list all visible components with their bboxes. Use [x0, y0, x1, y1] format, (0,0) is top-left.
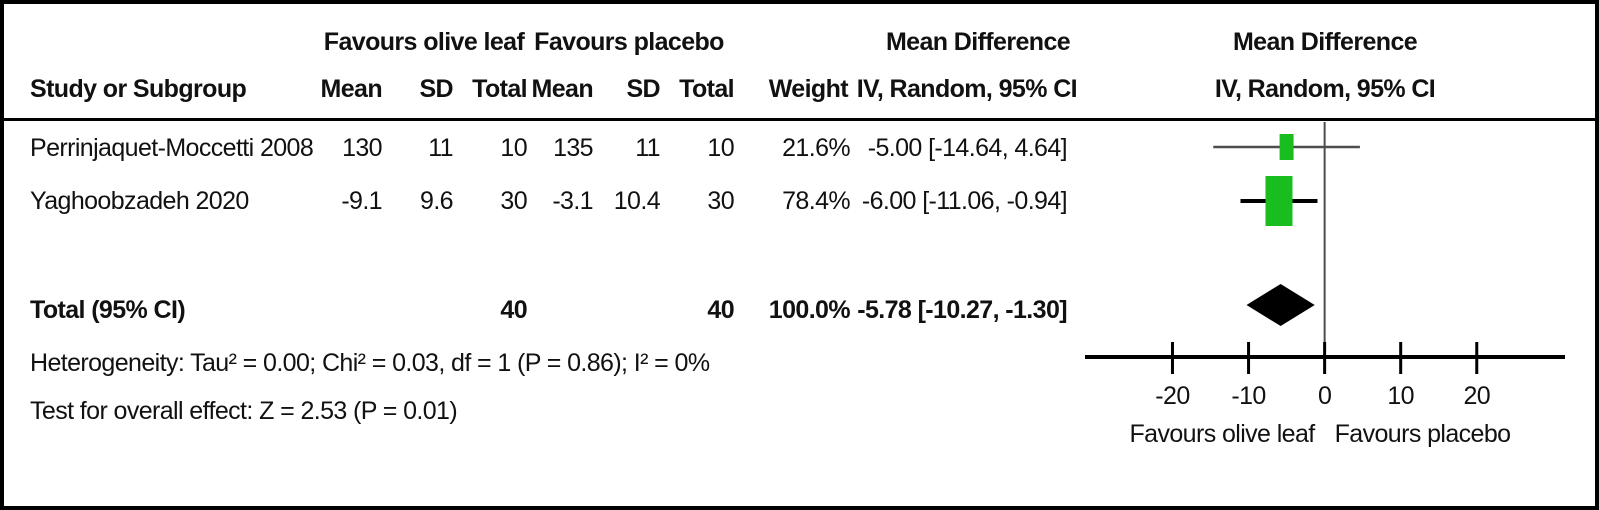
ctl-total: 30 [707, 187, 734, 215]
total-label: Total (95% CI) [30, 296, 186, 324]
ci-text: -6.00 [-11.06, -0.94] [861, 187, 1068, 215]
study-name: Perrinjaquet-Moccetti 2008 [30, 134, 314, 162]
group-header-row: Favours olive leaf Favours placebo Mean … [4, 19, 1595, 65]
exp-total: 30 [500, 187, 527, 215]
ctl-total: 10 [707, 134, 734, 162]
group-header-control: Favours placebo [534, 28, 724, 56]
col-exp-sd: SD [419, 75, 453, 103]
total-ci-text: -5.78 [-10.27, -1.30] [857, 296, 1067, 324]
header-separator [4, 118, 1595, 121]
exp-sd: 11 [428, 134, 453, 162]
col-ctl-mean: Mean [531, 75, 593, 103]
ci-text: -5.00 [-14.64, 4.64] [867, 134, 1068, 162]
overall-effect-row: Test for overall effect: Z = 2.53 (P = 0… [4, 389, 1595, 433]
ctl-sd: 11 [635, 134, 660, 162]
col-exp-mean: Mean [320, 75, 382, 103]
study-name: Yaghoobzadeh 2020 [30, 187, 249, 215]
col-method-table: IV, Random, 95% CI [856, 75, 1078, 103]
col-exp-total: Total [472, 75, 527, 103]
col-ctl-sd: SD [626, 75, 660, 103]
overall-effect-text: Test for overall effect: Z = 2.53 (P = 0… [30, 397, 458, 425]
col-weight: Weight [768, 75, 849, 103]
col-ctl-total: Total [679, 75, 734, 103]
total-weight: 100.0% [768, 296, 851, 324]
col-study: Study or Subgroup [30, 75, 247, 103]
total-row: Total (95% CI) 40 40 100.0% -5.78 [-10.2… [4, 287, 1595, 333]
exp-mean: 130 [342, 134, 383, 162]
effect-header-table: Mean Difference [885, 28, 1071, 56]
weight-value: 21.6% [782, 134, 850, 162]
total-ctl-total: 40 [707, 296, 734, 324]
exp-sd: 9.6 [420, 187, 454, 215]
total-exp-total: 40 [500, 296, 527, 324]
ctl-mean: -3.1 [552, 187, 593, 215]
column-header-row: Study or Subgroup Mean SD Total Mean SD … [4, 66, 1595, 112]
col-method-plot: IV, Random, 95% CI [1214, 75, 1436, 103]
group-header-experimental: Favours olive leaf [323, 28, 525, 56]
exp-mean: -9.1 [341, 187, 382, 215]
ctl-sd: 10.4 [613, 187, 661, 215]
study-row: Perrinjaquet-Moccetti 2008 130 11 10 135… [4, 123, 1595, 173]
heterogeneity-text: Heterogeneity: Tau² = 0.00; Chi² = 0.03,… [30, 349, 710, 377]
weight-value: 78.4% [782, 187, 850, 215]
study-row: Yaghoobzadeh 2020 -9.1 9.6 30 -3.1 10.4 … [4, 176, 1595, 226]
heterogeneity-row: Heterogeneity: Tau² = 0.00; Chi² = 0.03,… [4, 341, 1595, 385]
ctl-mean: 135 [553, 134, 594, 162]
effect-header-plot: Mean Difference [1232, 28, 1418, 56]
exp-total: 10 [500, 134, 527, 162]
